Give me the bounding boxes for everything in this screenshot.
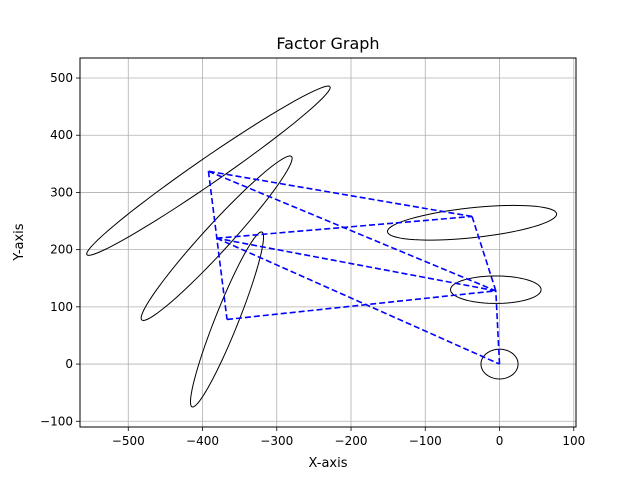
x-tick-label: −500 xyxy=(112,434,145,448)
chart-title: Factor Graph xyxy=(276,34,379,53)
x-tick-label: −100 xyxy=(409,434,442,448)
x-axis-label: X-axis xyxy=(309,456,348,471)
factor-edge xyxy=(216,237,496,292)
factor-edge xyxy=(216,237,500,365)
covariance-ellipses xyxy=(86,85,558,408)
x-tick-label: −300 xyxy=(260,434,293,448)
factor-edge xyxy=(226,290,496,321)
y-tick-label: −100 xyxy=(40,414,73,428)
y-tick-label: 200 xyxy=(50,243,73,257)
covariance-ellipse xyxy=(140,155,293,321)
grid-lines xyxy=(80,58,576,427)
x-tick-label: 0 xyxy=(496,434,504,448)
factor-edge xyxy=(207,171,228,320)
x-tick-label: 100 xyxy=(562,434,585,448)
factor-edge xyxy=(471,216,497,292)
axis-ticks: −500 −400 −300 −200 −100 0 100 −100 0 100 200 300 40… xyxy=(40,71,585,448)
y-axis-label: Y-axis xyxy=(12,223,27,261)
covariance-ellipse xyxy=(386,204,558,241)
factor-edge xyxy=(495,290,501,365)
factor-edge xyxy=(208,170,497,292)
y-tick-label: 0 xyxy=(65,357,73,371)
y-tick-label: 500 xyxy=(50,71,73,85)
covariance-ellipse xyxy=(86,85,331,256)
y-tick-label: 300 xyxy=(50,185,73,199)
covariance-ellipse xyxy=(450,275,542,304)
x-tick-label: −200 xyxy=(335,434,368,448)
x-tick-label: −400 xyxy=(186,434,219,448)
factor-edges xyxy=(207,170,501,365)
plot-frame xyxy=(79,57,577,428)
y-tick-label: 100 xyxy=(50,300,73,314)
y-tick-label: 400 xyxy=(50,128,73,142)
covariance-ellipse xyxy=(189,231,265,408)
covariance-ellipse xyxy=(480,348,519,380)
